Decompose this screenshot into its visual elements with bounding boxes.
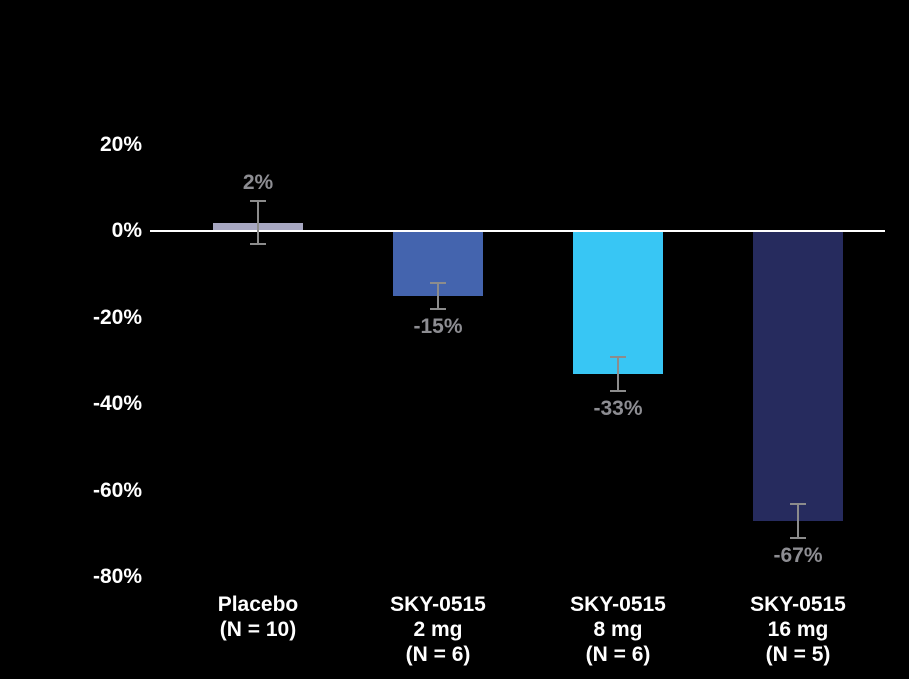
- x-tick-label-line: SKY-0515: [750, 593, 846, 616]
- x-tick-label-line: SKY-0515: [390, 593, 486, 616]
- zero-baseline: [150, 230, 885, 233]
- x-tick-label-line: 16 mg: [767, 618, 829, 641]
- x-tick-label-line: (N = 6): [585, 643, 651, 666]
- x-tick-label: SKY-0515 2 mg (N = 6): [348, 592, 528, 667]
- x-tick-label-line: (N = 5): [765, 643, 831, 666]
- error-bar: [617, 356, 619, 392]
- bar-3: [573, 231, 663, 374]
- error-bar-cap: [250, 243, 266, 246]
- x-tick-label-line: (N = 6): [405, 643, 471, 666]
- x-tick-label: SKY-0515 8 mg (N = 6): [528, 592, 708, 667]
- error-bar-cap: [610, 355, 626, 358]
- y-tick-label: -20%: [92, 305, 142, 329]
- x-tick-label: SKY-0515 16 mg (N = 5): [708, 592, 888, 667]
- y-tick-label: -60%: [92, 478, 142, 502]
- error-bar-cap: [430, 282, 446, 285]
- error-bar-cap: [430, 308, 446, 311]
- x-tick-label-line: Placebo: [217, 593, 299, 616]
- error-bar: [797, 503, 799, 539]
- y-tick-label: 20%: [99, 133, 142, 156]
- bar-4: [753, 231, 843, 521]
- y-tick-label: -40%: [92, 392, 142, 416]
- y-tick-label: 0%: [111, 219, 142, 243]
- error-bar-cap: [610, 390, 626, 393]
- x-tick-label-line: SKY-0515: [570, 593, 666, 616]
- y-tick-label: -80%: [92, 565, 142, 588]
- error-bar: [257, 201, 259, 245]
- x-tick-label-line: 8 mg: [593, 618, 643, 641]
- error-bar-cap: [790, 537, 806, 540]
- x-tick-label-line: (N = 10): [219, 618, 297, 641]
- error-bar-cap: [250, 200, 266, 203]
- error-bar-cap: [790, 502, 806, 505]
- bar-value-label: -67%: [773, 544, 823, 568]
- bar-value-label: -33%: [593, 397, 643, 421]
- error-bar: [437, 283, 439, 310]
- x-tick-label-line: 2 mg: [413, 618, 463, 641]
- bar-value-label: -15%: [413, 315, 463, 339]
- x-tick-label: Placebo (N = 10): [168, 592, 348, 642]
- bar-value-label: 2%: [242, 171, 274, 195]
